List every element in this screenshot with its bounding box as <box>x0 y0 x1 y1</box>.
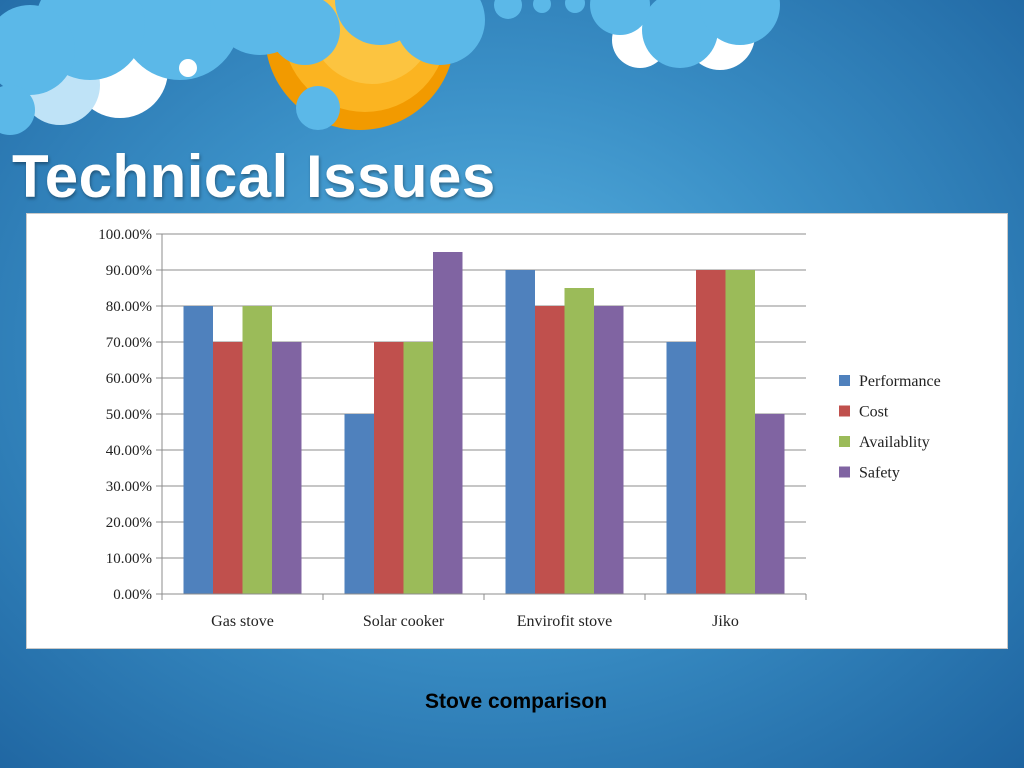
y-tick-label: 70.00% <box>106 335 152 351</box>
bar-cost-2 <box>535 306 565 594</box>
legend-label: Cost <box>859 404 889 421</box>
bar-cost-1 <box>374 342 404 594</box>
bar-safety-3 <box>755 414 785 594</box>
axes <box>161 234 807 600</box>
y-tick-label: 90.00% <box>106 263 152 279</box>
sky-decoration <box>0 0 780 135</box>
x-category-label: Solar cooker <box>363 613 445 630</box>
x-category-labels: Gas stove Solar cooker Envirofit stove Jiko <box>211 613 739 630</box>
y-tick-label: 60.00% <box>106 371 152 387</box>
y-tick-label: 10.00% <box>106 551 152 567</box>
bar-cost-3 <box>696 270 726 594</box>
bar-safety-2 <box>594 306 624 594</box>
legend-label: Performance <box>859 373 941 390</box>
bar-availablity-2 <box>564 288 594 594</box>
bar-performance-1 <box>344 414 374 594</box>
bar-performance-0 <box>183 306 213 594</box>
legend-label: Availablity <box>859 434 930 451</box>
chart-canvas: 0.00% 10.00% 20.00% 30.00% 40.00% 50.00% 60.00… <box>98 227 941 630</box>
bar-performance-3 <box>666 342 696 594</box>
cloud-center-icon <box>270 0 585 130</box>
y-tick-label: 50.00% <box>106 407 152 423</box>
y-tick-labels: 0.00% 10.00% 20.00% 30.00% 40.00% 50.00% 60.00… <box>98 227 152 603</box>
bar-performance-2 <box>505 270 535 594</box>
cloud-left-icon <box>0 0 310 135</box>
legend-swatch <box>839 436 850 447</box>
slide-title: Technical Issues <box>12 143 496 210</box>
bar-safety-0 <box>272 342 302 594</box>
legend-swatch <box>839 466 850 478</box>
slide-caption: Stove comparison <box>424 690 608 713</box>
legend-label: Safety <box>859 465 900 482</box>
x-category-label: Jiko <box>712 613 739 630</box>
y-tick-label: 20.00% <box>106 515 152 531</box>
y-tick-label: 0.00% <box>113 587 152 603</box>
bars <box>183 252 785 594</box>
bar-safety-1 <box>433 252 463 594</box>
x-category-label: Gas stove <box>211 613 274 630</box>
bar-availablity-3 <box>725 270 755 594</box>
x-category-label: Envirofit stove <box>517 613 613 630</box>
bar-chart: 0.00% 10.00% 20.00% 30.00% 40.00% 50.00% 60.00… <box>26 213 1008 649</box>
y-tick-label: 30.00% <box>106 479 152 495</box>
y-tick-label: 100.00% <box>98 227 152 243</box>
bar-availablity-0 <box>242 306 272 594</box>
bar-cost-0 <box>213 342 243 594</box>
legend-swatch <box>839 405 850 417</box>
legend: Performance Cost Availablity Safety <box>839 373 941 482</box>
y-tick-label: 40.00% <box>106 443 152 459</box>
cloud-right-icon <box>590 0 780 70</box>
bar-availablity-1 <box>403 342 433 594</box>
y-tick-label: 80.00% <box>106 299 152 315</box>
legend-swatch <box>839 375 850 386</box>
